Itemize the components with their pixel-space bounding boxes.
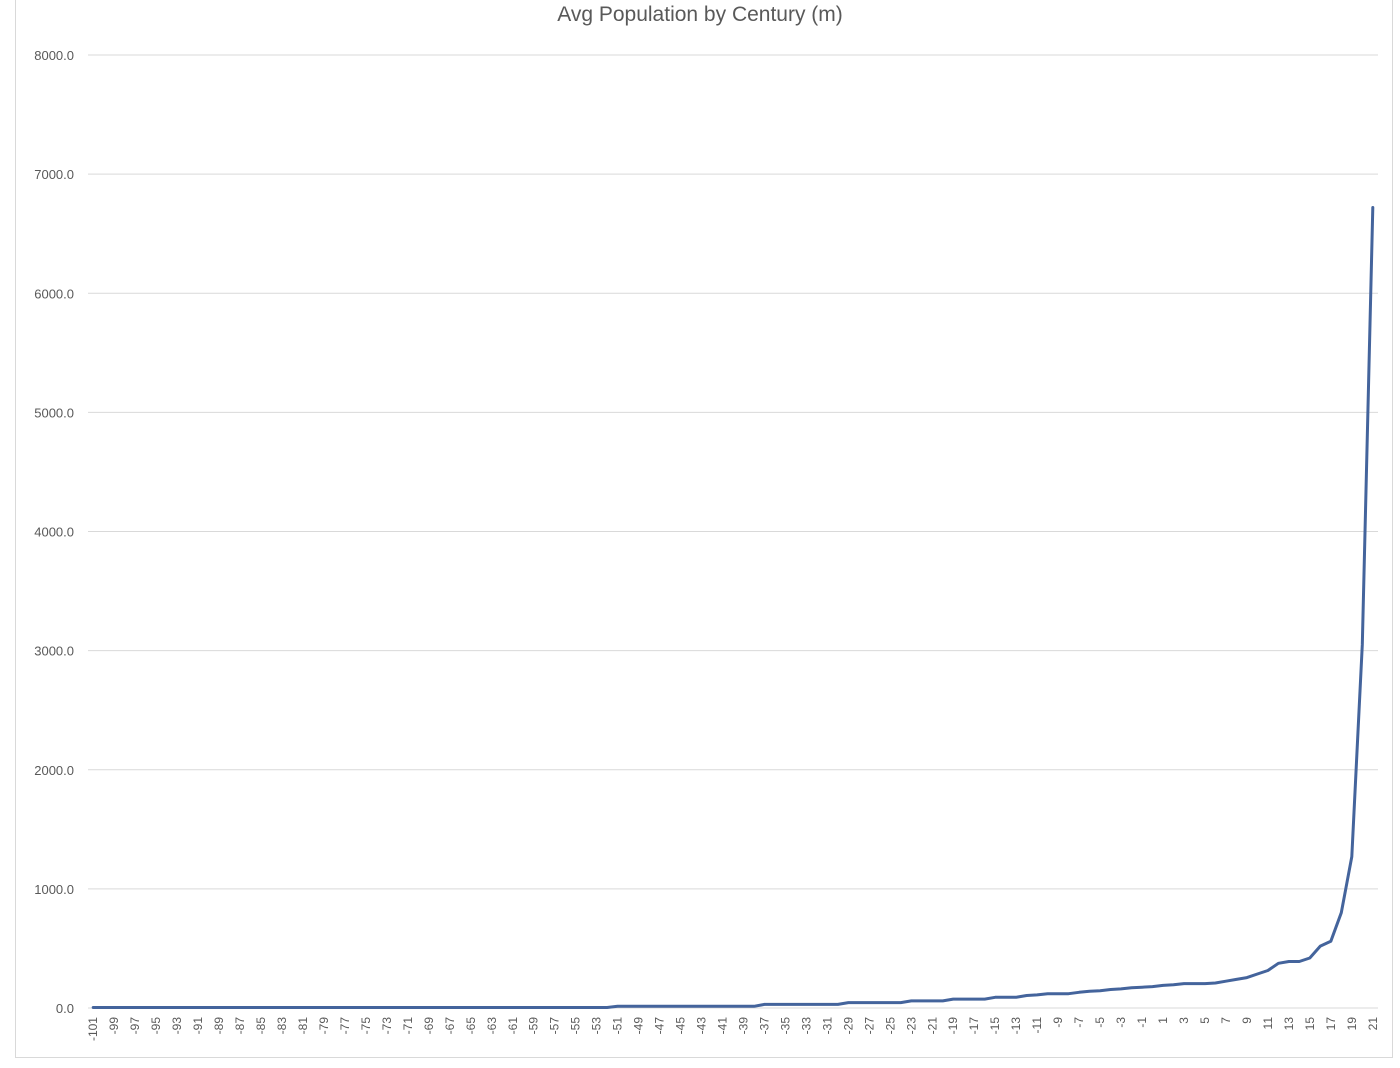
x-tick-label: -93 <box>170 1017 184 1035</box>
x-tick-label: -63 <box>485 1017 499 1035</box>
x-tick-label: -39 <box>736 1017 750 1035</box>
x-tick-label: -43 <box>695 1017 709 1035</box>
x-tick-label: -91 <box>191 1017 205 1035</box>
x-tick-label: -61 <box>506 1017 520 1035</box>
x-tick-label: 5 <box>1198 1017 1212 1024</box>
x-tick-label: -41 <box>716 1017 730 1035</box>
x-tick-label: -87 <box>233 1017 247 1035</box>
x-tick-label: -59 <box>527 1017 541 1035</box>
x-tick-label: -29 <box>841 1017 855 1035</box>
x-tick-label: -5 <box>1093 1017 1107 1028</box>
x-tick-label: 3 <box>1177 1017 1191 1024</box>
x-tick-label: -57 <box>548 1017 562 1035</box>
x-tick-label: -7 <box>1072 1017 1086 1028</box>
y-axis-tick-labels: 0.0 1000.0 2000.0 3000.0 4000.0 5000.0 6000.0 7… <box>34 48 74 1016</box>
chart-frame <box>15 0 1393 1058</box>
y-tick-label: 7000.0 <box>34 167 74 182</box>
x-tick-label: -35 <box>778 1017 792 1035</box>
x-tick-label: -85 <box>254 1017 268 1035</box>
x-tick-label: -55 <box>569 1017 583 1035</box>
x-tick-label: -9 <box>1051 1017 1065 1028</box>
x-tick-label: -33 <box>799 1017 813 1035</box>
y-tick-label: 2000.0 <box>34 763 74 778</box>
x-tick-label: -73 <box>380 1017 394 1035</box>
x-tick-label: -47 <box>653 1017 667 1035</box>
x-tick-label: -13 <box>1009 1017 1023 1035</box>
x-tick-label: -81 <box>296 1017 310 1035</box>
x-tick-label: -23 <box>904 1017 918 1035</box>
x-tick-label: -97 <box>128 1017 142 1035</box>
x-tick-label: 15 <box>1303 1017 1317 1031</box>
x-tick-label: -77 <box>338 1017 352 1035</box>
x-tick-label: 19 <box>1345 1017 1359 1031</box>
x-tick-label: 11 <box>1261 1017 1275 1030</box>
chart-title: Avg Population by Century (m) <box>557 3 843 26</box>
x-tick-label: -89 <box>212 1017 226 1035</box>
x-tick-label: 13 <box>1282 1017 1296 1031</box>
gridlines <box>88 54 1378 890</box>
y-tick-label: 6000.0 <box>34 286 74 301</box>
y-tick-label: 4000.0 <box>34 525 74 540</box>
y-tick-label: 0.0 <box>56 1001 74 1016</box>
x-tick-label: -101 <box>86 1017 100 1041</box>
x-tick-label: -71 <box>401 1017 415 1035</box>
x-tick-label: 17 <box>1324 1017 1338 1031</box>
series-line <box>91 206 1375 1009</box>
x-axis-tick-labels: -101 -99 -97 -95 -93 -91 -89 -87 -85 -83 -81 -79 -77… <box>86 1017 1380 1041</box>
x-tick-label: -67 <box>443 1017 457 1035</box>
x-tick-label: -17 <box>967 1017 981 1035</box>
x-tick-label: -15 <box>988 1017 1002 1035</box>
y-tick-label: 1000.0 <box>34 882 74 897</box>
x-tick-label: 7 <box>1219 1017 1233 1024</box>
x-tick-label: -79 <box>317 1017 331 1035</box>
x-tick-label: -45 <box>674 1017 688 1035</box>
x-tick-label: -69 <box>422 1017 436 1035</box>
x-tick-label: -51 <box>611 1017 625 1035</box>
x-tick-label: -65 <box>464 1017 478 1035</box>
x-tick-label: -95 <box>149 1017 163 1035</box>
x-tick-label: -53 <box>590 1017 604 1035</box>
x-tick-label: -37 <box>757 1017 771 1035</box>
y-tick-label: 3000.0 <box>34 644 74 659</box>
y-tick-label: 8000.0 <box>34 48 74 63</box>
x-tick-label: -1 <box>1135 1017 1149 1028</box>
x-tick-label: 1 <box>1156 1017 1170 1024</box>
x-tick-label: -25 <box>883 1017 897 1035</box>
x-tick-label: 9 <box>1240 1017 1254 1024</box>
x-tick-label: -3 <box>1114 1017 1128 1028</box>
y-tick-label: 5000.0 <box>34 405 74 420</box>
x-tick-label: -21 <box>925 1017 939 1035</box>
series-group <box>91 206 1375 1009</box>
x-tick-label: -75 <box>359 1017 373 1035</box>
x-tick-label: -11 <box>1030 1017 1044 1034</box>
x-tick-label: -31 <box>820 1017 834 1035</box>
x-tick-label: -83 <box>275 1017 289 1035</box>
x-tick-label: -99 <box>107 1017 121 1035</box>
x-tick-label: -49 <box>632 1017 646 1035</box>
x-tick-label: -19 <box>946 1017 960 1035</box>
x-tick-label: 21 <box>1366 1017 1380 1031</box>
x-tick-label: -27 <box>862 1017 876 1035</box>
